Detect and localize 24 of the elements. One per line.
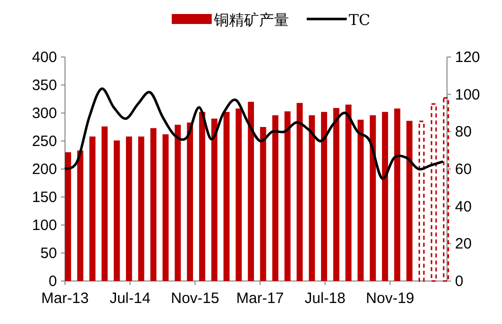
y-tick-label: 200 <box>32 161 57 178</box>
x-tick-label: Mar-13 <box>41 290 89 307</box>
y2-tick-label: 80 <box>455 124 472 141</box>
y-tick-label: 0 <box>48 273 57 290</box>
y2-tick-label: 20 <box>455 236 472 253</box>
y-tick-label: 100 <box>32 217 57 234</box>
y-tick-label: 150 <box>32 189 57 206</box>
legend-label: TC <box>348 11 370 29</box>
y-tick-label: 250 <box>32 133 57 150</box>
x-tick-label: Jul-18 <box>304 290 346 307</box>
x-tick-label: Nov-19 <box>366 290 414 307</box>
y-tick-label: 50 <box>40 245 57 262</box>
legend-label: 铜精矿产量 <box>212 11 289 29</box>
x-tick-label: Mar-17 <box>236 290 284 307</box>
y2-tick-label: 100 <box>455 86 480 104</box>
y2-tick-label: 120 <box>455 49 480 66</box>
y-tick-label: 300 <box>32 105 57 122</box>
y2-tick-label: 60 <box>455 161 472 178</box>
y-tick-label: 400 <box>32 49 57 66</box>
x-tick-label: Nov-15 <box>170 290 220 307</box>
y-tick-label: 350 <box>32 77 57 94</box>
y2-tick-label: 40 <box>455 198 472 216</box>
x-tick-label: Jul-14 <box>110 290 150 307</box>
y2-tick-label: 0 <box>455 273 464 290</box>
